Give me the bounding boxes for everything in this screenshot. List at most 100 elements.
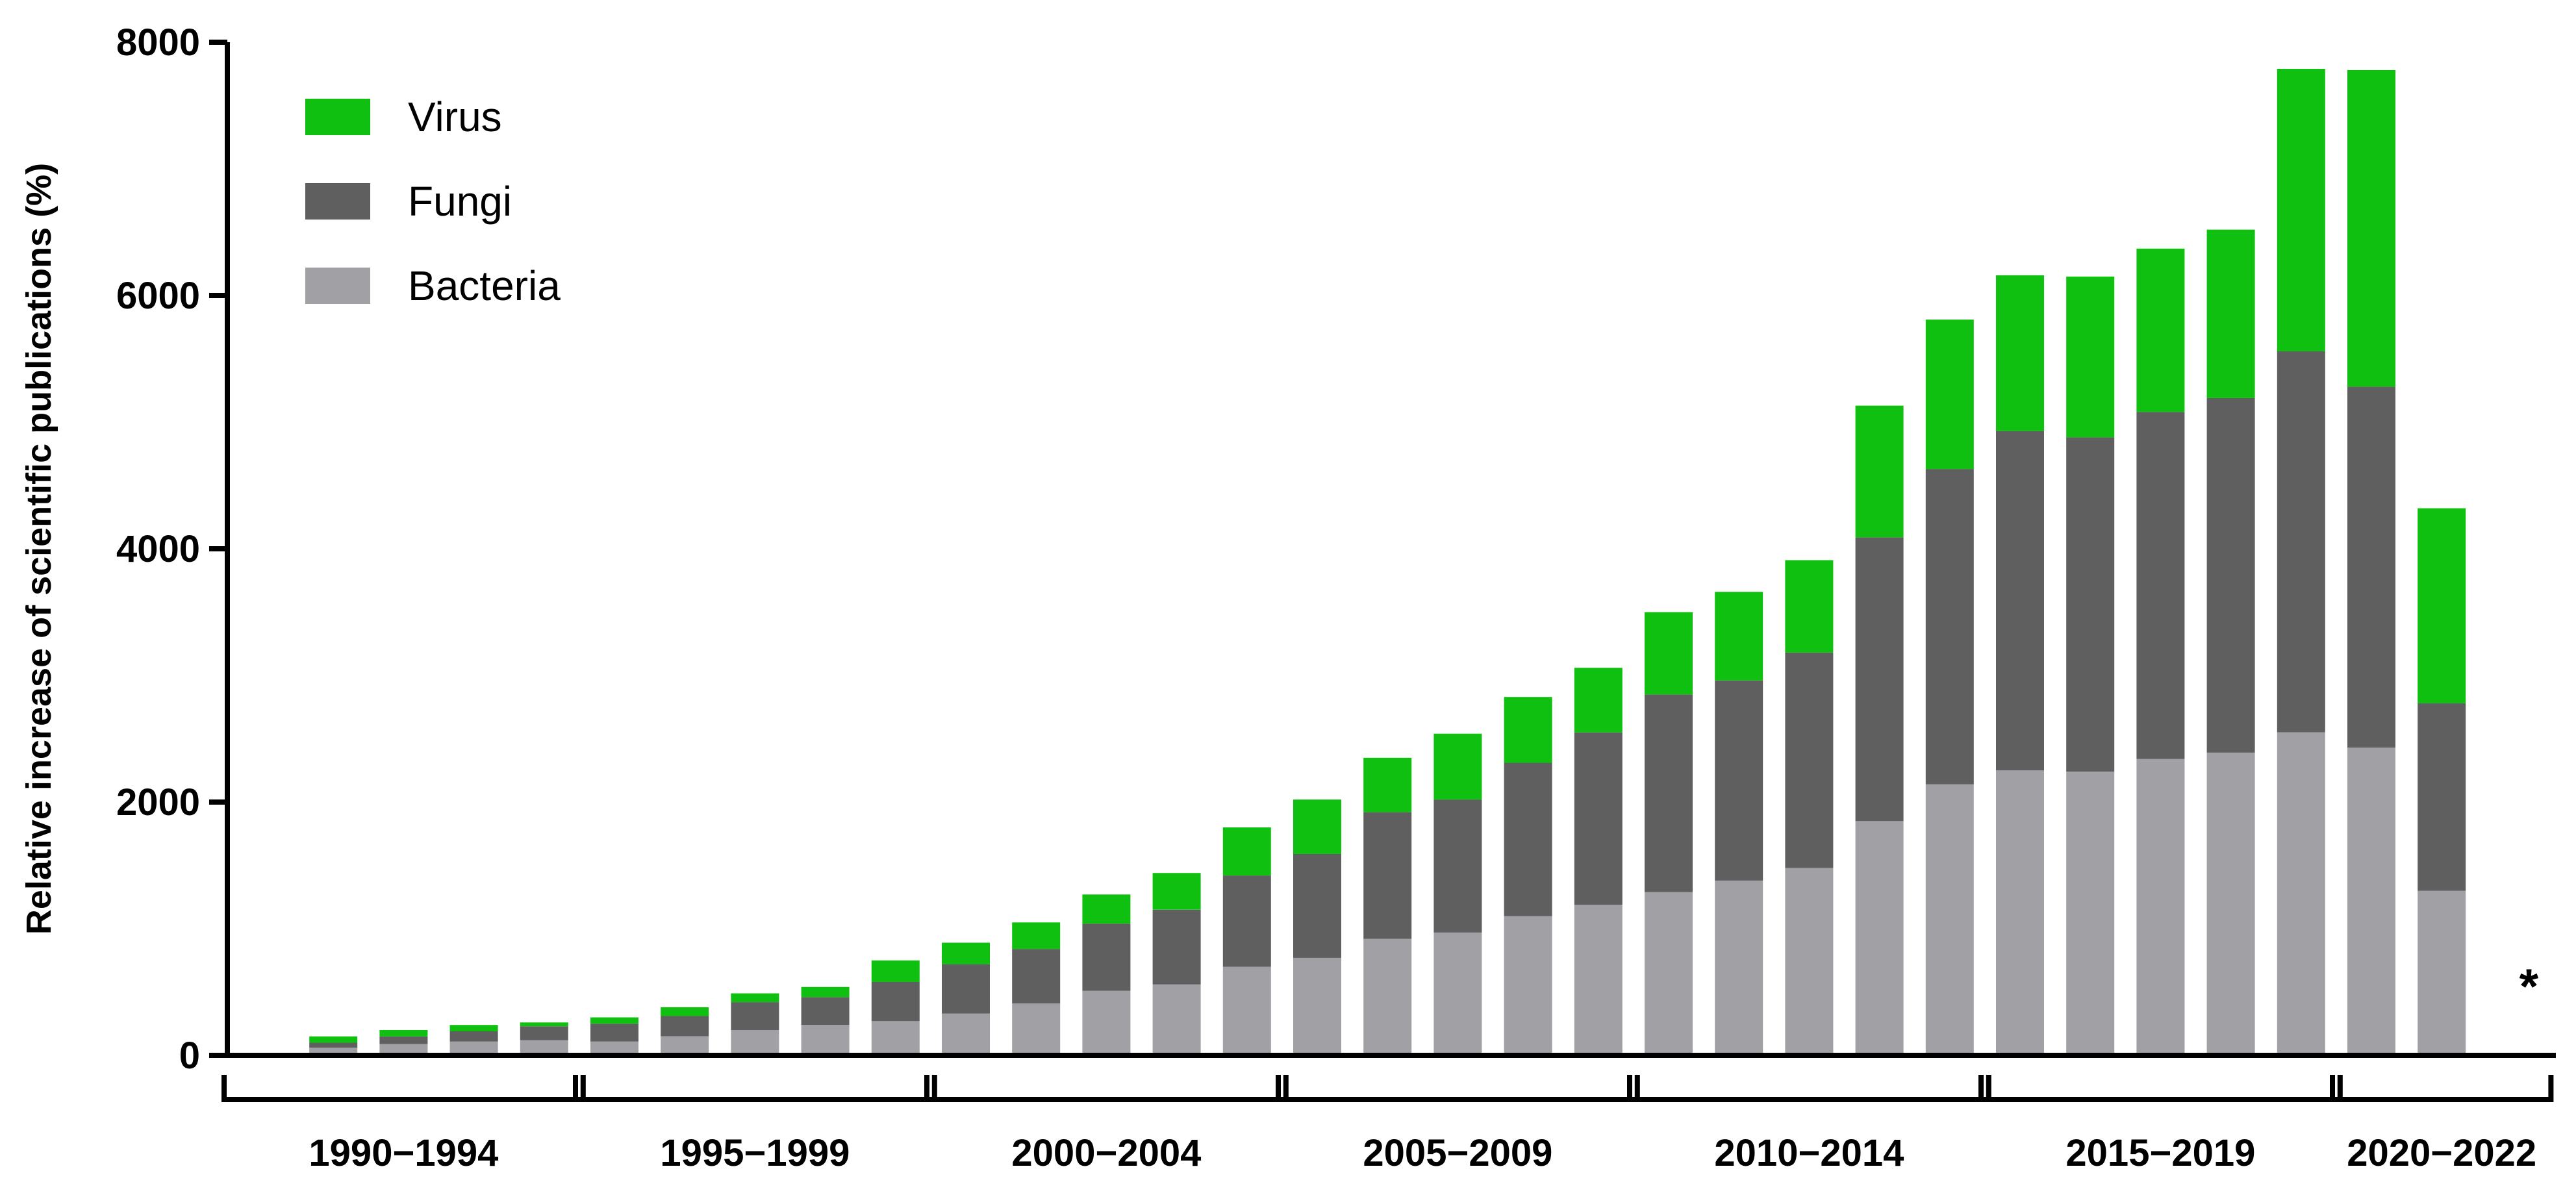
bar-bacteria-2021: [2418, 890, 2466, 1055]
bar-fungi-2009: [1574, 732, 1623, 905]
period-bracket: [573, 1075, 937, 1102]
bar-fungi-2001: [1012, 949, 1061, 1003]
bar-bacteria-2020: [2347, 748, 2395, 1055]
period-brackets: 1990−1994 1995−1999 2000−2004 2005−2009 2010…: [221, 1075, 2554, 1174]
legend-label-fungi: Fungi: [408, 178, 512, 225]
bar-fungi-1993: [449, 1031, 498, 1042]
period-label: 2020−2022: [2347, 1132, 2536, 1174]
bar-virus-2004: [1222, 827, 1271, 876]
bar-virus-2018: [2206, 229, 2255, 398]
bar-virus-2000: [942, 942, 990, 964]
bar-virus-2014: [1925, 320, 1974, 470]
bar-virus-1994: [520, 1022, 568, 1027]
bar-virus-2012: [1785, 560, 1834, 653]
period-bracket: [1276, 1075, 1640, 1102]
bar-virus-1993: [449, 1025, 498, 1031]
bar-bacteria-2001: [1012, 1003, 1061, 1055]
bar-bacteria-2018: [2206, 753, 2255, 1055]
bar-bacteria-1997: [731, 1030, 779, 1055]
period-bracket: [2330, 1075, 2554, 1102]
bar-fungi-2003: [1152, 909, 1201, 985]
bar-bacteria-2002: [1082, 990, 1131, 1055]
bar-fungi-1995: [590, 1024, 638, 1042]
significance-marker: *: [2519, 959, 2539, 1014]
bar-virus-2003: [1152, 873, 1201, 910]
period-label: 1995−1999: [660, 1132, 850, 1174]
bar-bacteria-2007: [1433, 932, 1482, 1055]
bar-bacteria-1995: [590, 1041, 638, 1055]
legend: Virus Fungi Bacteria: [305, 94, 561, 309]
period-label: 1990−1994: [309, 1132, 498, 1174]
bar-virus-2017: [2136, 248, 2185, 412]
bar-virus-2010: [1645, 612, 1693, 695]
bar-virus-1998: [801, 987, 850, 998]
bar-bacteria-1991: [309, 1048, 358, 1055]
bar-fungi-2015: [1996, 431, 2044, 771]
bar-fungi-1996: [661, 1016, 709, 1037]
legend-label-bacteria: Bacteria: [408, 262, 561, 309]
y-axis-ticks: 0 2000 4000 6000 8000: [116, 21, 227, 1077]
y-tick-label: 4000: [116, 528, 200, 570]
bar-bacteria-2011: [1715, 880, 1763, 1055]
bar-fungi-2000: [942, 964, 990, 1014]
bar-fungi-2002: [1082, 924, 1131, 991]
bar-virus-2006: [1363, 757, 1412, 812]
bar-bacteria-1992: [379, 1044, 428, 1055]
bar-bacteria-1993: [449, 1041, 498, 1055]
bar-bacteria-2005: [1293, 957, 1341, 1055]
bar-virus-2002: [1082, 894, 1131, 924]
bar-fungi-1992: [379, 1036, 428, 1044]
bar-fungi-2006: [1363, 812, 1412, 939]
legend-label-virus: Virus: [408, 94, 502, 140]
bar-virus-2005: [1293, 799, 1341, 854]
bar-bacteria-2013: [1855, 821, 1904, 1056]
bar-fungi-2018: [2206, 397, 2255, 753]
bar-fungi-2010: [1645, 694, 1693, 892]
bar-bacteria-2000: [942, 1013, 990, 1055]
bar-virus-1999: [871, 960, 920, 982]
period-label: 2000−2004: [1011, 1132, 1201, 1174]
bar-virus-1991: [309, 1036, 358, 1043]
bar-bacteria-2012: [1785, 868, 1834, 1055]
bar-virus-2021: [2418, 508, 2466, 703]
bar-virus-1992: [379, 1030, 428, 1037]
bar-bacteria-1998: [801, 1025, 850, 1055]
period-bracket: [221, 1075, 586, 1102]
bar-fungi-1998: [801, 997, 850, 1025]
y-tick-label: 8000: [116, 21, 200, 64]
bar-bacteria-2019: [2277, 732, 2325, 1056]
bar-fungi-1999: [871, 981, 920, 1022]
y-axis-title: Relative increase of scientific publicat…: [19, 163, 58, 935]
bar-fungi-2012: [1785, 652, 1834, 868]
bar-fungi-2004: [1222, 875, 1271, 967]
bar-fungi-2014: [1925, 469, 1974, 785]
bar-bacteria-2004: [1222, 966, 1271, 1055]
bar-virus-2008: [1504, 697, 1552, 763]
bar-bacteria-2009: [1574, 905, 1623, 1055]
bars-layer: [309, 69, 2466, 1056]
bar-virus-2013: [1855, 405, 1904, 538]
bar-fungi-2007: [1433, 799, 1482, 933]
period-label: 2015−2019: [2065, 1132, 2255, 1174]
bar-bacteria-2008: [1504, 916, 1552, 1055]
y-tick-label: 2000: [116, 781, 200, 824]
bar-virus-1997: [731, 993, 779, 1003]
period-bracket: [1627, 1075, 1991, 1102]
legend-swatch-fungi: [305, 183, 370, 220]
bar-bacteria-2006: [1363, 938, 1412, 1055]
bar-virus-2007: [1433, 733, 1482, 800]
bar-bacteria-2010: [1645, 892, 1693, 1055]
bar-fungi-1997: [731, 1002, 779, 1030]
bar-virus-1996: [661, 1007, 709, 1016]
period-label: 2005−2009: [1363, 1132, 1552, 1174]
bar-fungi-2013: [1855, 537, 1904, 822]
bar-bacteria-1999: [871, 1021, 920, 1055]
bar-virus-1995: [590, 1017, 638, 1024]
period-bracket: [1978, 1075, 2343, 1102]
bar-virus-2016: [2066, 276, 2115, 438]
y-tick-label: 6000: [116, 275, 200, 317]
legend-swatch-bacteria: [305, 268, 370, 304]
period-bracket: [924, 1075, 1289, 1102]
